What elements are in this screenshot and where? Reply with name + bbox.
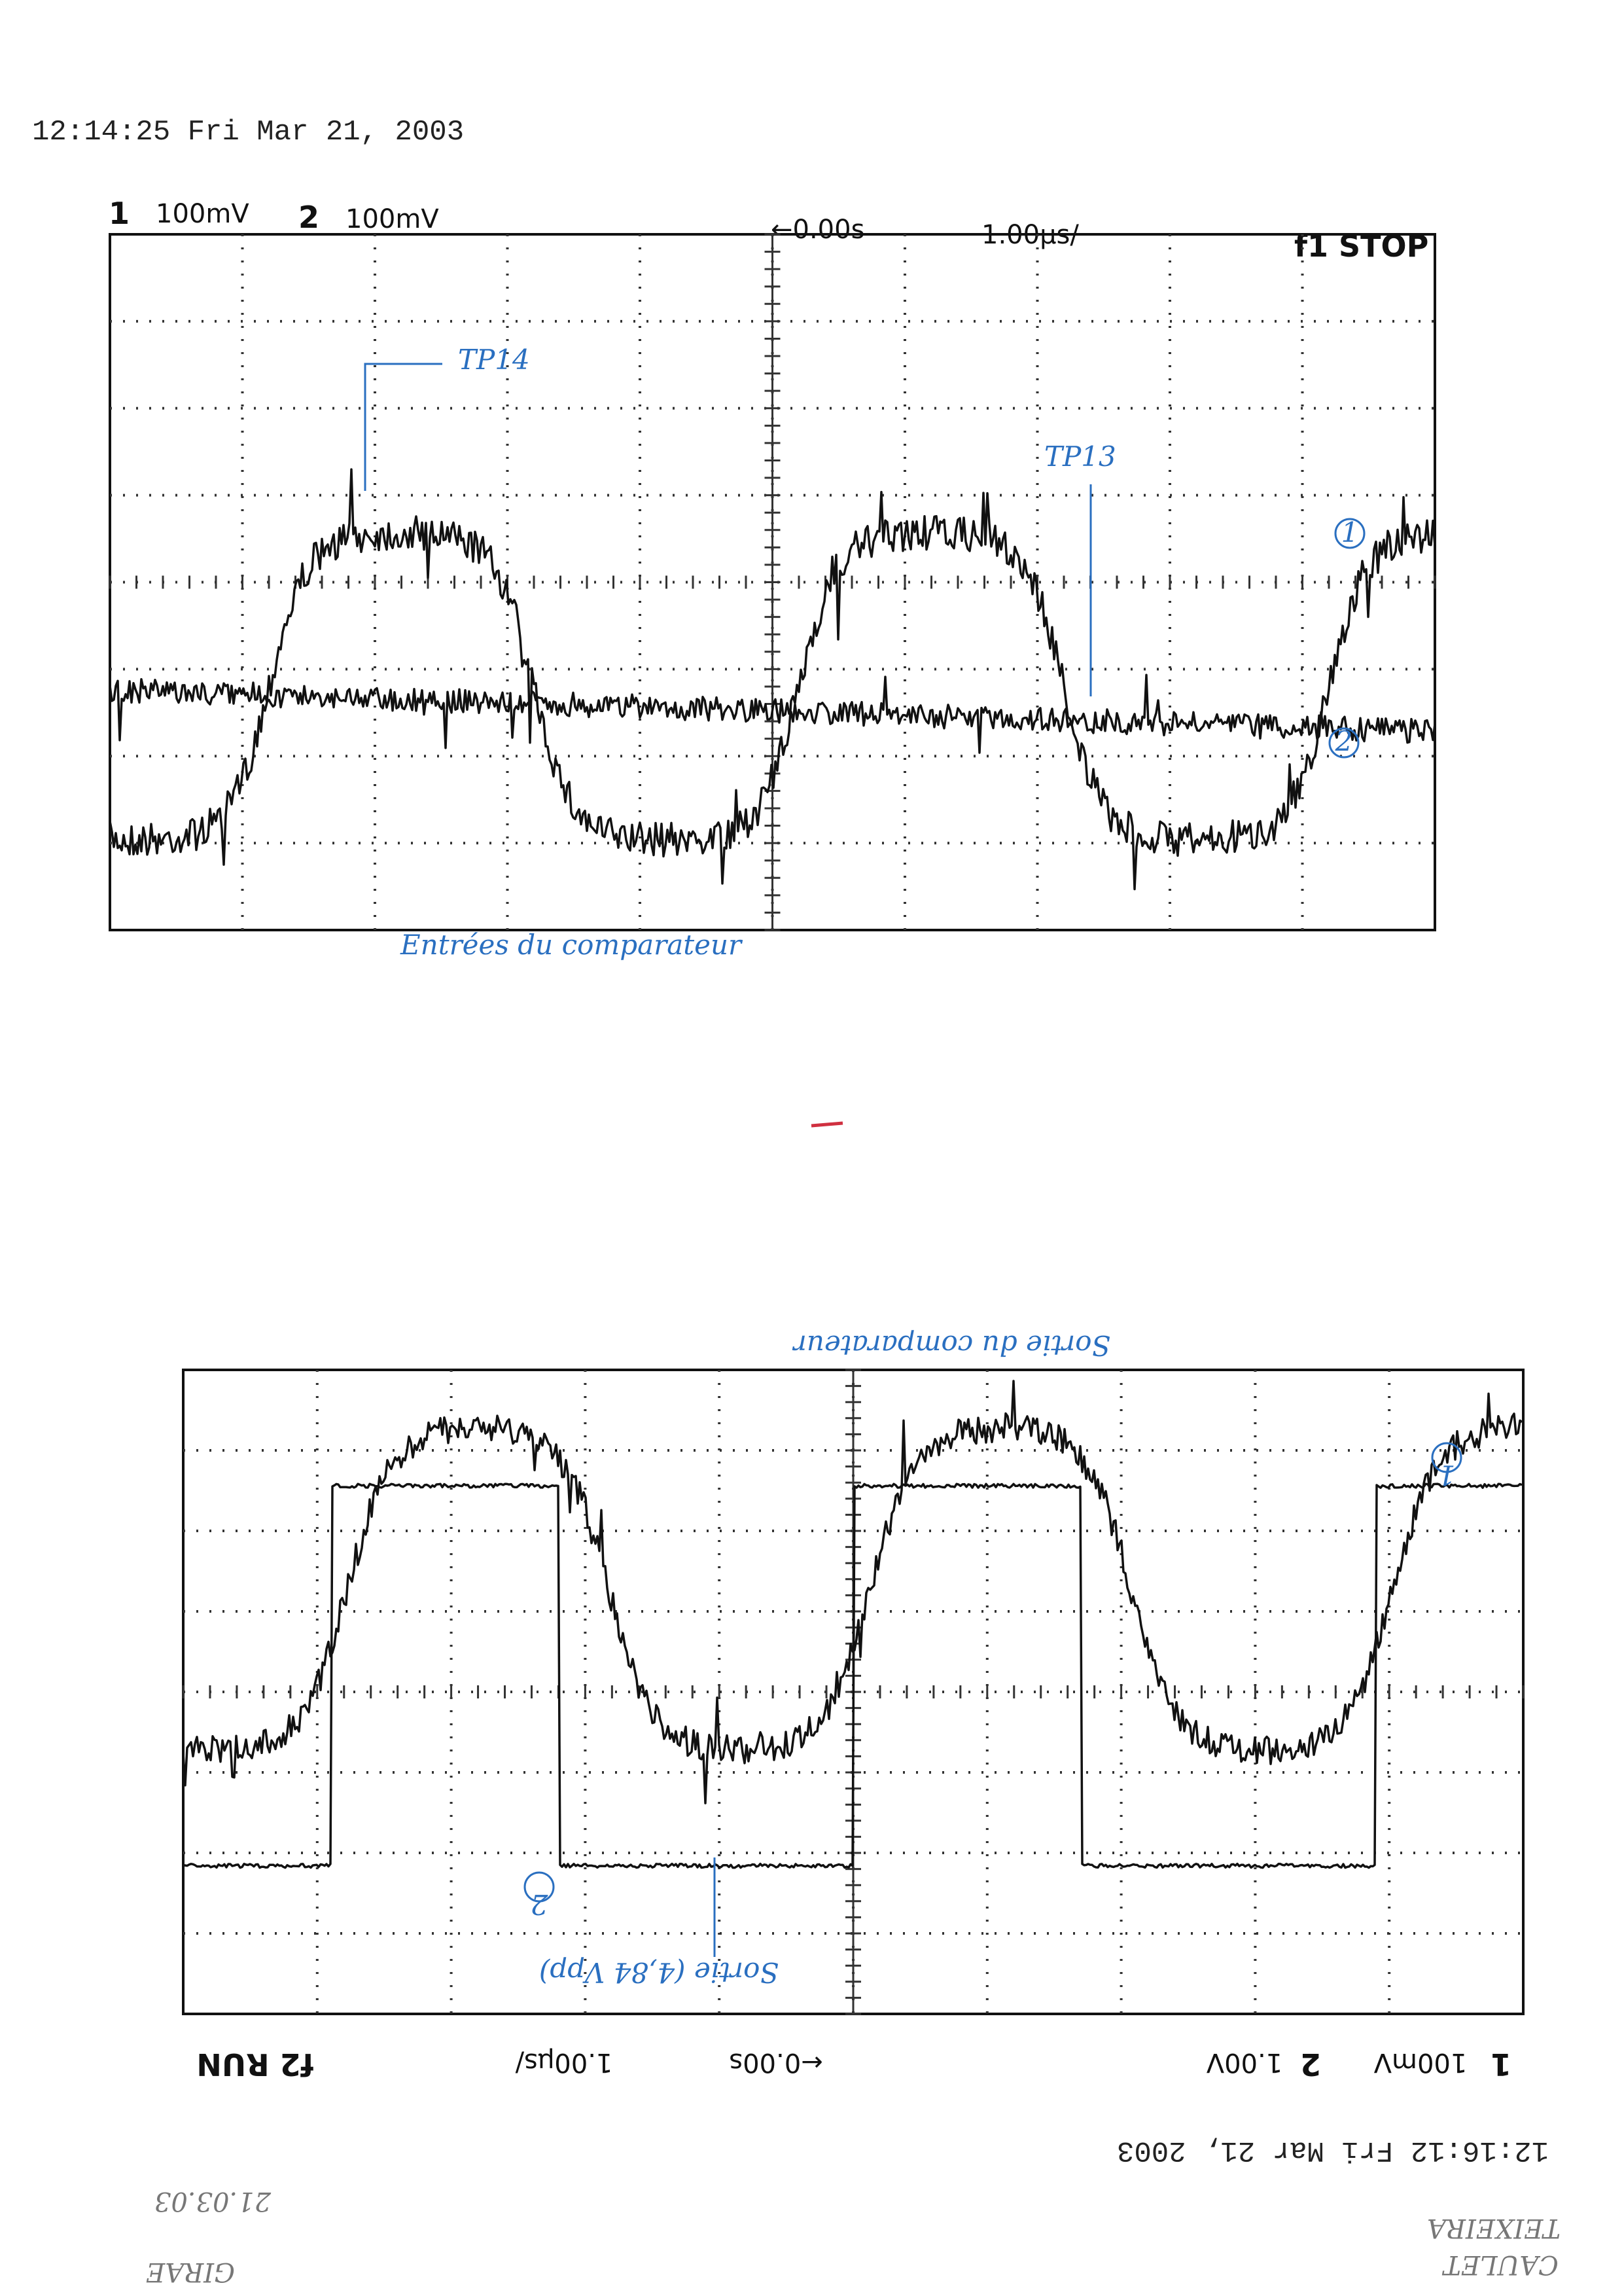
scope1-screen (109, 233, 1436, 931)
delay: ←0.00s (771, 215, 864, 245)
channel-label: 1 (1491, 2047, 1511, 2082)
channel-scale: 100mV (156, 199, 249, 229)
delay: ←0.00s (729, 2047, 822, 2077)
timebase: 1.00µs/ (515, 2047, 612, 2077)
channel-label: 1 (109, 196, 130, 231)
scope2-screen (182, 1369, 1525, 2015)
caption: Entrées du comparateur (400, 929, 743, 961)
name: TEIXEIRA (1427, 2213, 1561, 2243)
scope2-footer: 1 100mV 2 1.00V ←0.00s 1.00µs/ f2 RUN (196, 2047, 1511, 2082)
marker-circle (1328, 727, 1360, 759)
waveform (109, 673, 1436, 754)
group: GIRAE (146, 2257, 235, 2287)
marker-circle (523, 1871, 555, 1903)
annotation: TP13 (1044, 440, 1116, 473)
marker-circle (1334, 518, 1366, 549)
status: f2 RUN (196, 2047, 313, 2082)
channel-label: 2 (298, 200, 319, 235)
pointer-line (364, 363, 442, 491)
waveform (109, 468, 1436, 891)
timestamp: 12:14:25 Fri Mar 21, 2003 (32, 116, 464, 149)
channel-label: 2 (1300, 2047, 1321, 2082)
channel-scale: 1.00V (1206, 2047, 1282, 2077)
annotation: Sortie (4,84 Vpp) (539, 1956, 779, 1988)
annotation: TP14 (458, 344, 530, 376)
date: 21.03.03 (154, 2186, 272, 2216)
annotation: 1 (1341, 516, 1359, 548)
caption: Sortie du comparateur (792, 1329, 1110, 1361)
waveform (183, 1482, 1523, 1869)
channel-scale: 100mV (345, 204, 439, 234)
annotation: 1 (1438, 1459, 1456, 1491)
annotation: 2 (1335, 725, 1353, 757)
annotation: 2 (531, 1888, 549, 1920)
channel-scale: 100mV (1373, 2047, 1467, 2077)
timestamp: 12:16:12 Fri Mar 21, 2003 (1117, 2134, 1549, 2166)
name: CAULET (1441, 2250, 1559, 2280)
red-mark (811, 1121, 843, 1128)
waveform (182, 1380, 1523, 1804)
marker-circle (1431, 1442, 1462, 1473)
